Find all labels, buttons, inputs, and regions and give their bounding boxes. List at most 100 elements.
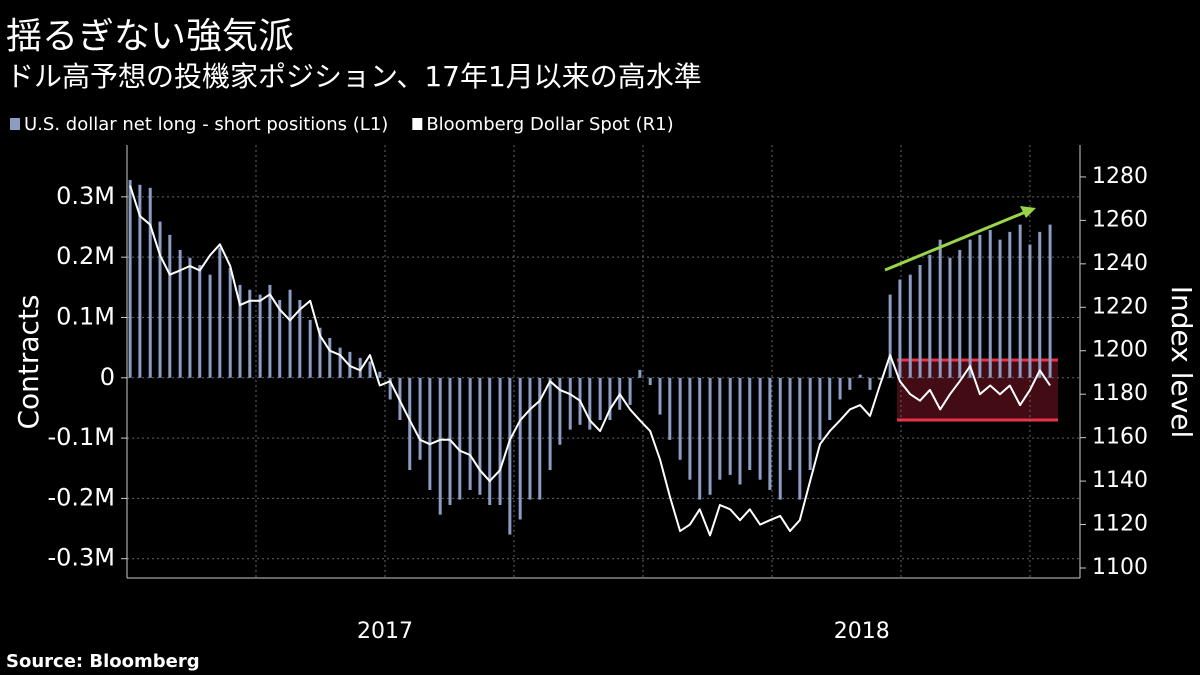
bar <box>588 377 592 430</box>
bar <box>768 377 772 490</box>
bar <box>468 377 472 490</box>
bar <box>268 284 272 378</box>
bar <box>878 377 882 380</box>
bar <box>838 377 842 400</box>
bar <box>788 377 792 471</box>
y2-tick-label: 1180 <box>1092 381 1148 406</box>
y-tick-label: -0.2M <box>47 483 115 511</box>
bar <box>568 377 572 430</box>
bar <box>538 377 542 500</box>
bar <box>958 249 962 378</box>
bar <box>778 377 782 500</box>
bar <box>678 377 682 460</box>
bar <box>238 284 242 378</box>
x-tick-label: 2017 <box>357 619 413 644</box>
bar <box>428 377 432 490</box>
y-tick-label: 0.2M <box>56 242 115 270</box>
bar <box>688 377 692 480</box>
bar <box>948 257 952 378</box>
bar <box>308 319 312 378</box>
bar <box>978 234 982 378</box>
bar <box>358 357 362 378</box>
bar <box>328 337 332 378</box>
bar <box>798 377 802 500</box>
legend-marker <box>412 118 423 130</box>
bar <box>518 377 522 520</box>
bar <box>828 377 832 420</box>
bar <box>598 377 602 420</box>
y2-tick-label: 1240 <box>1092 251 1148 276</box>
bar <box>928 254 932 378</box>
bar <box>988 230 992 378</box>
y-tick-label: 0 <box>100 363 115 391</box>
bar <box>278 299 282 378</box>
y2-tick-label: 1200 <box>1092 338 1148 363</box>
bar <box>918 265 922 378</box>
bar <box>1008 231 1012 378</box>
y2-tick-label: 1100 <box>1092 555 1148 580</box>
legend-label: Bloomberg Dollar Spot (R1) <box>426 114 673 135</box>
bar <box>708 377 712 495</box>
bar <box>378 371 382 378</box>
bar <box>258 294 262 378</box>
bar <box>888 294 892 378</box>
y-tick-label: -0.1M <box>47 423 115 451</box>
bar <box>608 377 612 420</box>
bar <box>758 377 762 480</box>
y2-tick-label: 1140 <box>1092 468 1148 493</box>
source: Source: Bloomberg <box>6 651 200 672</box>
bar <box>718 377 722 480</box>
y2-tick-label: 1260 <box>1092 207 1148 232</box>
bar <box>998 239 1002 378</box>
y-tick-label: -0.3M <box>47 544 115 572</box>
bar <box>898 279 902 378</box>
bar <box>1038 231 1042 378</box>
y2-tick-label: 1120 <box>1092 512 1148 537</box>
bar <box>698 377 702 500</box>
y2-tick-label: 1280 <box>1092 164 1148 189</box>
bar <box>148 187 152 378</box>
bar <box>738 377 742 485</box>
bar <box>208 274 212 378</box>
y-tick-label: 0.1M <box>56 302 115 330</box>
bar <box>668 377 672 440</box>
bar <box>858 374 862 378</box>
legend-marker <box>10 118 20 130</box>
bar <box>418 377 422 460</box>
x-tick-label: 2018 <box>834 619 890 644</box>
bar <box>168 234 172 378</box>
bar <box>548 377 552 471</box>
bar <box>128 179 132 378</box>
bar <box>748 377 752 471</box>
bar <box>968 239 972 378</box>
bar <box>338 347 342 378</box>
y2-axis-label: Index level <box>1165 286 1198 439</box>
bar <box>368 361 372 378</box>
bar <box>248 289 252 378</box>
chart-title: 揺るぎない強気派 <box>6 16 294 57</box>
bar <box>318 327 322 378</box>
bar <box>558 377 562 445</box>
bar <box>458 377 462 500</box>
y-axis-label: Contracts <box>12 294 45 429</box>
bar <box>508 377 512 535</box>
bar <box>228 268 232 378</box>
bar <box>848 377 852 390</box>
trend-arrow-head <box>1020 206 1036 218</box>
bar <box>1028 244 1032 378</box>
trend-arrow <box>884 209 1029 272</box>
bar <box>498 377 502 506</box>
bar <box>628 377 632 405</box>
bar <box>1048 224 1052 378</box>
chart-subtitle: ドル高予想の投機家ポジション、17年1月以来の高水準 <box>6 60 702 93</box>
bar <box>528 377 532 500</box>
bar <box>298 299 302 378</box>
bar <box>388 377 392 400</box>
bar <box>478 377 482 495</box>
bar <box>188 257 192 378</box>
bar <box>158 221 162 378</box>
bar <box>288 289 292 378</box>
bar <box>1018 224 1022 378</box>
bar <box>938 239 942 378</box>
